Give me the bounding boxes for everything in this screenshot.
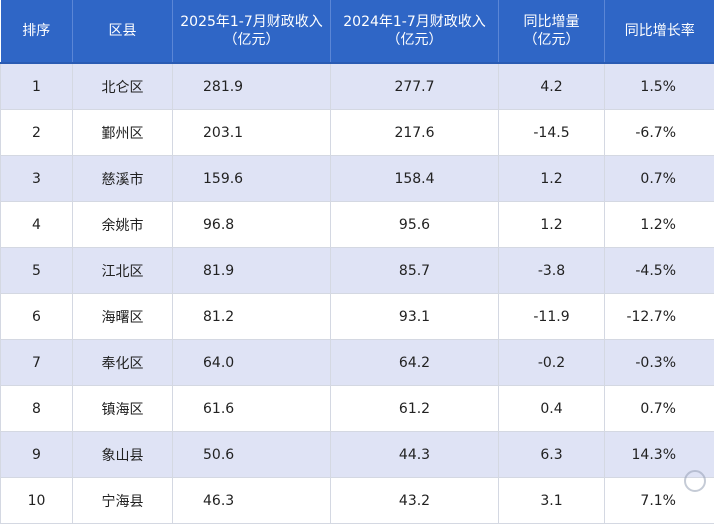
table-row: 1 北仑区 281.9 277.7 4.2 1.5% [1,63,714,110]
cell-yoy-increase: 4.2 [499,63,605,110]
cell-district: 宁海县 [73,478,173,524]
cell-revenue-2025: 281.9 [173,63,331,110]
cell-revenue-2024: 43.2 [331,478,499,524]
table-header-row: 排序 区县 2025年1-7月财政收入 （亿元） 2024年1-7月财政收入 （… [1,0,714,63]
table-row: 8 镇海区 61.6 61.2 0.4 0.7% [1,386,714,432]
header-revenue-2024: 2024年1-7月财政收入 （亿元） [331,0,499,63]
cell-district: 镇海区 [73,386,173,432]
cell-revenue-2024: 44.3 [331,432,499,478]
cell-yoy-rate: -12.7% [605,294,714,340]
cell-revenue-2025: 81.9 [173,248,331,294]
cell-district: 鄞州区 [73,110,173,156]
cell-yoy-increase: -0.2 [499,340,605,386]
cell-district: 慈溪市 [73,156,173,202]
cell-revenue-2024: 217.6 [331,110,499,156]
table-row: 5 江北区 81.9 85.7 -3.8 -4.5% [1,248,714,294]
cell-yoy-rate: 1.2% [605,202,714,248]
cell-rank: 8 [1,386,73,432]
cell-rank: 1 [1,63,73,110]
cell-revenue-2024: 64.2 [331,340,499,386]
header-revenue-2025: 2025年1-7月财政收入 （亿元） [173,0,331,63]
cell-yoy-increase: 1.2 [499,202,605,248]
header-yoy-rate: 同比增长率 [605,0,714,63]
cell-revenue-2024: 95.6 [331,202,499,248]
site-logo-icon [684,470,706,492]
cell-rank: 9 [1,432,73,478]
cell-yoy-increase: 3.1 [499,478,605,524]
cell-rank: 5 [1,248,73,294]
cell-yoy-rate: 0.7% [605,156,714,202]
table-row: 3 慈溪市 159.6 158.4 1.2 0.7% [1,156,714,202]
cell-revenue-2024: 85.7 [331,248,499,294]
cell-revenue-2025: 96.8 [173,202,331,248]
header-yoy-increase: 同比增量 （亿元） [499,0,605,63]
cell-revenue-2025: 81.2 [173,294,331,340]
cell-district: 奉化区 [73,340,173,386]
cell-revenue-2025: 46.3 [173,478,331,524]
cell-rank: 10 [1,478,73,524]
cell-rank: 3 [1,156,73,202]
cell-yoy-increase: -14.5 [499,110,605,156]
cell-revenue-2024: 93.1 [331,294,499,340]
cell-yoy-rate: -4.5% [605,248,714,294]
cell-yoy-increase: -3.8 [499,248,605,294]
cell-district: 余姚市 [73,202,173,248]
cell-district: 江北区 [73,248,173,294]
cell-yoy-rate: 0.7% [605,386,714,432]
cell-revenue-2024: 277.7 [331,63,499,110]
cell-yoy-increase: 6.3 [499,432,605,478]
table-row: 4 余姚市 96.8 95.6 1.2 1.2% [1,202,714,248]
table-row: 2 鄞州区 203.1 217.6 -14.5 -6.7% [1,110,714,156]
header-revenue-2025-label: 2025年1-7月财政收入 （亿元） [180,14,323,48]
header-rank: 排序 [1,0,73,63]
cell-revenue-2025: 203.1 [173,110,331,156]
cell-yoy-rate: 1.5% [605,63,714,110]
cell-yoy-increase: -11.9 [499,294,605,340]
cell-revenue-2024: 61.2 [331,386,499,432]
cell-rank: 6 [1,294,73,340]
table-row: 9 象山县 50.6 44.3 6.3 14.3% [1,432,714,478]
table-row: 6 海曙区 81.2 93.1 -11.9 -12.7% [1,294,714,340]
cell-yoy-increase: 1.2 [499,156,605,202]
cell-revenue-2025: 64.0 [173,340,331,386]
table-row: 10 宁海县 46.3 43.2 3.1 7.1% [1,478,714,524]
cell-rank: 2 [1,110,73,156]
watermark [684,470,706,492]
cell-rank: 4 [1,202,73,248]
cell-revenue-2025: 50.6 [173,432,331,478]
cell-district: 海曙区 [73,294,173,340]
header-revenue-2024-label: 2024年1-7月财政收入 （亿元） [343,14,486,48]
cell-yoy-increase: 0.4 [499,386,605,432]
cell-revenue-2025: 159.6 [173,156,331,202]
table-row: 7 奉化区 64.0 64.2 -0.2 -0.3% [1,340,714,386]
header-district: 区县 [73,0,173,63]
cell-district: 北仑区 [73,63,173,110]
cell-rank: 7 [1,340,73,386]
header-yoy-increase-label: 同比增量 （亿元） [524,14,580,48]
cell-revenue-2024: 158.4 [331,156,499,202]
cell-yoy-rate: -0.3% [605,340,714,386]
cell-revenue-2025: 61.6 [173,386,331,432]
cell-district: 象山县 [73,432,173,478]
cell-yoy-rate: -6.7% [605,110,714,156]
